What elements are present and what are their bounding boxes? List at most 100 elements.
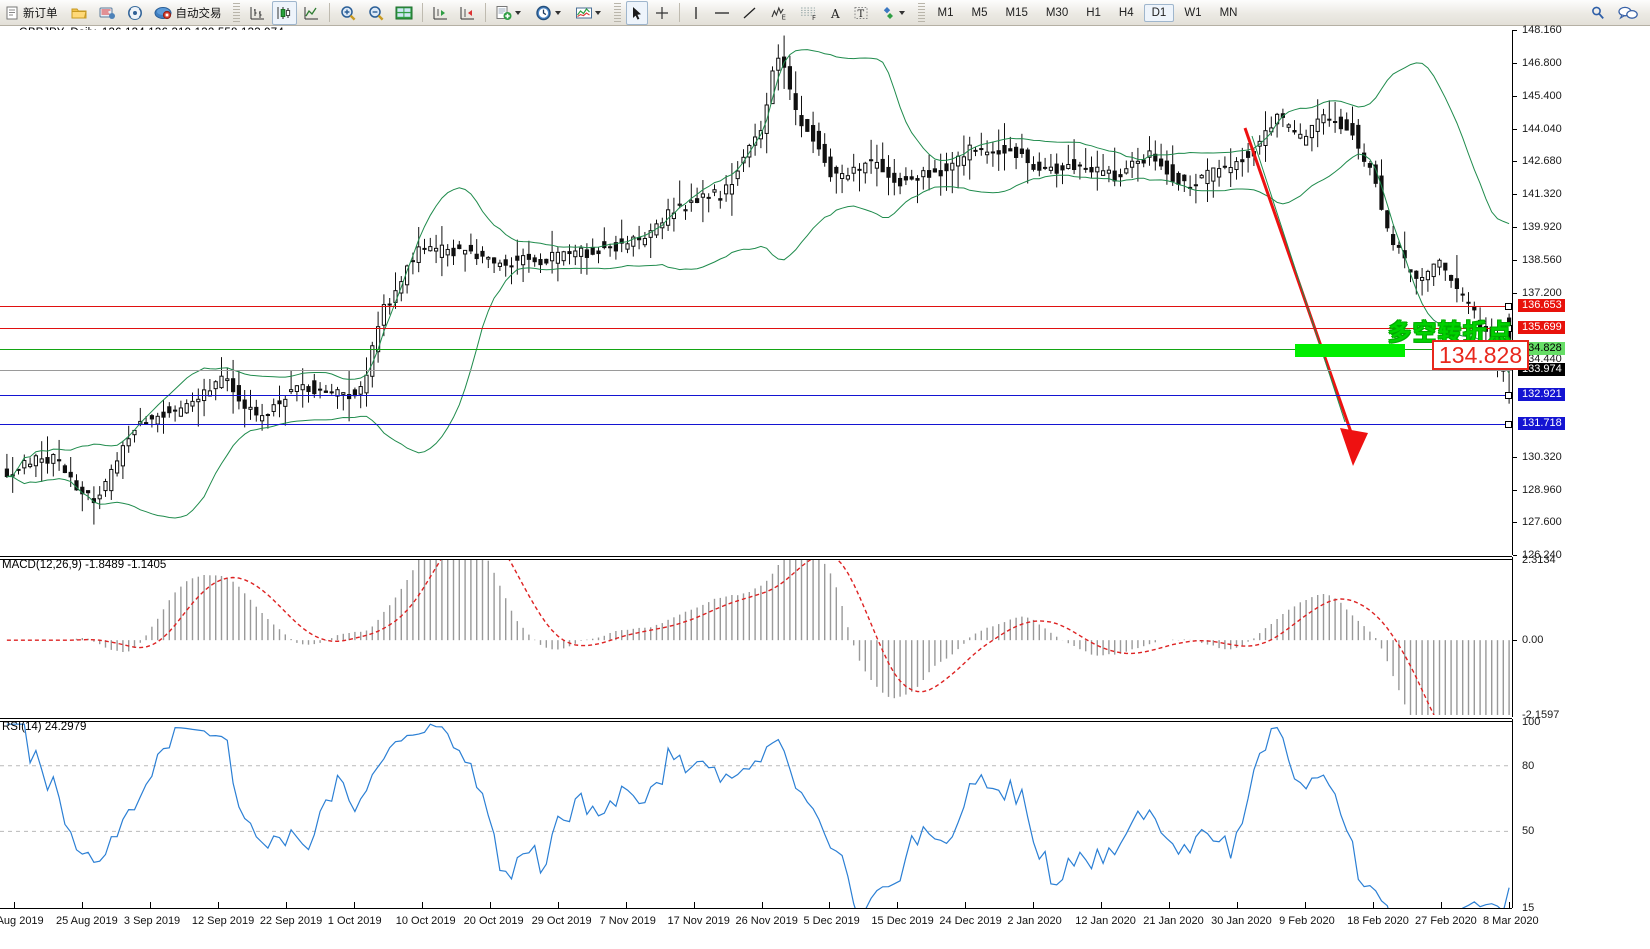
auto-scroll-icon[interactable] xyxy=(428,1,453,25)
toolbar-grip-2[interactable] xyxy=(613,3,621,22)
chart-shift-icon[interactable] xyxy=(455,1,480,25)
indicator-caret-icon[interactable] xyxy=(594,10,601,15)
date-axis-label: 12 Jan 2020 xyxy=(1075,915,1136,927)
timeframe-h1[interactable]: H1 xyxy=(1086,6,1101,19)
autotrading-label: 自动交易 xyxy=(175,7,222,20)
price-callout: 134.828 xyxy=(1432,340,1530,370)
price-axis-label: 139.920 xyxy=(1522,221,1562,234)
line-chart-icon[interactable] xyxy=(299,1,324,25)
new-order-label: 新订单 xyxy=(23,7,58,20)
autotrading-button[interactable]: 自动交易 xyxy=(150,1,228,25)
level-line-132921[interactable] xyxy=(0,395,1512,396)
price-axis-label: 145.400 xyxy=(1522,90,1562,103)
level-line-131718[interactable] xyxy=(0,424,1512,425)
date-tick xyxy=(217,902,219,909)
rsi-pane-top-border2 xyxy=(0,721,1512,722)
zoom-out-icon[interactable] xyxy=(363,1,389,25)
bar-chart-icon[interactable] xyxy=(245,1,270,25)
date-tick xyxy=(897,902,899,909)
template-icon[interactable] xyxy=(491,1,529,25)
text-icon[interactable]: A xyxy=(825,1,847,25)
price-chart-canvas[interactable] xyxy=(0,30,1512,555)
cursor-icon[interactable] xyxy=(625,0,648,25)
macd-pane[interactable] xyxy=(0,560,1512,715)
macd-tick xyxy=(1513,640,1517,642)
level-handle[interactable] xyxy=(1505,421,1512,428)
date-axis-label: 15 Dec 2019 xyxy=(871,915,934,927)
date-tick xyxy=(1509,902,1510,909)
rsi-axis-label: 100 xyxy=(1522,716,1541,728)
period-caret-icon[interactable] xyxy=(554,10,561,15)
tile-windows-icon[interactable] xyxy=(391,1,417,25)
price-axis-label: 134.440 xyxy=(1522,352,1562,365)
rsi-canvas xyxy=(0,723,1512,908)
price-axis-label: 126.240 xyxy=(1522,549,1562,561)
last-price-line xyxy=(0,370,1512,371)
level-line-136653[interactable] xyxy=(0,306,1512,307)
rsi-pane[interactable] xyxy=(0,722,1512,908)
date-tick xyxy=(965,902,967,909)
date-tick xyxy=(1101,902,1103,909)
level-line-134828[interactable] xyxy=(0,349,1512,350)
price-axis-label: 128.960 xyxy=(1522,483,1562,496)
level-handle[interactable] xyxy=(1505,392,1512,399)
price-axis-label: 146.800 xyxy=(1522,56,1562,69)
price-tick xyxy=(1513,96,1517,98)
support-zone-highlight xyxy=(1295,344,1405,357)
period-icon[interactable] xyxy=(531,1,569,25)
search-icon[interactable] xyxy=(1585,1,1611,25)
date-axis-label: 12 Sep 2019 xyxy=(191,915,255,927)
vertical-line-icon[interactable] xyxy=(685,1,707,25)
timeframe-mn[interactable]: MN xyxy=(1219,6,1238,19)
elliott-wave-icon[interactable]: E xyxy=(765,1,793,25)
timeframe-m15[interactable]: M15 xyxy=(1005,6,1028,19)
horizontal-line-icon[interactable] xyxy=(709,1,735,25)
timeframe-w1[interactable]: W1 xyxy=(1184,6,1202,19)
price-axis-label: 144.040 xyxy=(1522,122,1562,135)
level-handle[interactable] xyxy=(1505,325,1512,332)
trendline-icon[interactable] xyxy=(737,1,763,25)
price-tag-131718: 131.718 xyxy=(1518,417,1565,430)
new-order-button[interactable]: 新订单 xyxy=(1,1,64,25)
zoom-in-icon[interactable] xyxy=(335,1,361,25)
price-tick xyxy=(1513,457,1517,459)
price-axis-label: 127.600 xyxy=(1522,516,1562,529)
price-axis-label: 130.320 xyxy=(1522,451,1562,464)
date-tick xyxy=(1169,902,1171,909)
rsi-axis-label: 80 xyxy=(1522,759,1535,772)
level-handle[interactable] xyxy=(1505,303,1512,310)
toolbar-separator xyxy=(328,3,330,22)
toolbar-grip[interactable] xyxy=(232,3,240,22)
indicator-icon[interactable] xyxy=(571,1,609,25)
price-tag-133974: 133.974 xyxy=(1518,363,1565,376)
date-tick xyxy=(14,902,15,909)
signal-icon[interactable] xyxy=(122,1,148,25)
rsi-pane-top-border xyxy=(0,718,1512,719)
level-line-135699[interactable] xyxy=(0,328,1512,329)
crosshair-icon[interactable] xyxy=(650,1,674,25)
price-axis-label: 137.200 xyxy=(1522,286,1562,299)
macd-canvas xyxy=(6,560,1510,715)
terminal-icon[interactable] xyxy=(94,1,120,25)
price-tag-132921: 132.921 xyxy=(1518,388,1565,401)
date-axis-label: 5 Aug 2019 xyxy=(0,915,44,927)
chat-icon[interactable] xyxy=(1613,1,1643,25)
rsi-axis-label: 15 xyxy=(1522,902,1535,914)
text-label-icon[interactable]: T xyxy=(849,1,873,25)
timeframe-d1[interactable]: D1 xyxy=(1143,3,1175,22)
timeframe-m30[interactable]: M30 xyxy=(1045,6,1069,19)
timeframe-h4[interactable]: H4 xyxy=(1118,6,1134,19)
date-axis-label: 27 Feb 2020 xyxy=(1415,915,1477,927)
candlestick-chart-icon[interactable] xyxy=(271,0,297,25)
price-tick xyxy=(1513,555,1517,556)
timeframe-m5[interactable]: M5 xyxy=(971,6,988,19)
toolbar-grip-3[interactable] xyxy=(917,3,925,22)
price-chart-pane[interactable] xyxy=(0,30,1512,555)
fibonacci-icon[interactable]: F xyxy=(795,1,823,25)
shapes-icon[interactable] xyxy=(875,1,913,25)
folder-icon[interactable] xyxy=(66,1,92,25)
shapes-caret-icon[interactable] xyxy=(898,10,905,15)
timeframe-m1[interactable]: M1 xyxy=(937,6,954,19)
main-toolbar: 新订单 自动交易 xyxy=(0,0,1650,26)
template-caret-icon[interactable] xyxy=(514,10,521,15)
